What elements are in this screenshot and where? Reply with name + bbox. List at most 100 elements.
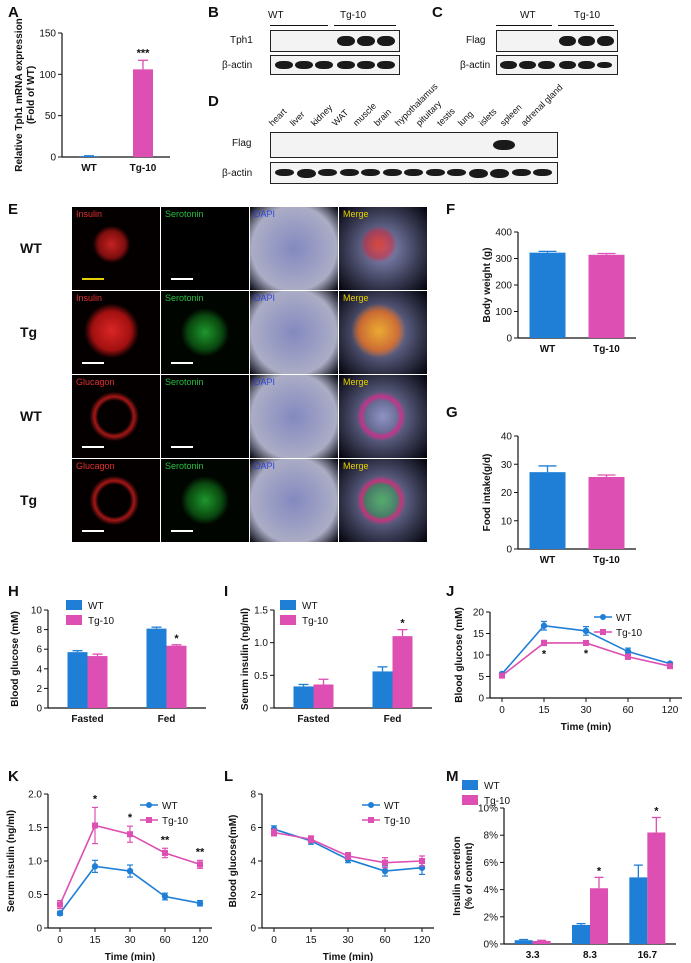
blot-band (447, 169, 466, 176)
blot-c-group-tg: Tg-10 (574, 10, 601, 21)
bar (79, 156, 99, 157)
y-axis-label: (Fold of WT) (26, 66, 37, 124)
data-point (308, 836, 314, 843)
micrograph-row-label: WT (20, 239, 42, 256)
legend-marker (600, 614, 606, 620)
blot-band (296, 169, 316, 178)
data-point (196, 900, 204, 907)
y-tick-label: 10 (473, 651, 485, 662)
bar (629, 877, 648, 944)
blot-band (597, 36, 614, 46)
bar (166, 645, 187, 708)
data-point (381, 867, 389, 875)
blot-band (578, 61, 595, 69)
data-point (625, 653, 631, 660)
bar (146, 628, 167, 708)
significance-marker: * (174, 633, 179, 645)
data-point (382, 859, 388, 866)
legend-label: WT (616, 613, 632, 624)
significance-marker: * (93, 793, 98, 805)
bar (572, 924, 590, 944)
chart-m: 0% 2% 4% 6% 8% 10% Insulin secretion (% of cont… (452, 780, 676, 961)
blot-c-actin-strip (496, 55, 618, 75)
scale-bar (82, 278, 104, 280)
legend-label: WT (384, 801, 400, 812)
blot-band (425, 169, 445, 176)
micrograph-row-label: Tg (20, 491, 38, 508)
micrograph-tile: Serotonin (161, 459, 249, 542)
legend-marker (368, 802, 374, 808)
blot-band (468, 169, 488, 178)
micrograph-tile: DAPI (250, 375, 338, 458)
micrograph-channel-label: DAPI (254, 209, 276, 219)
y-tick-label: 4% (484, 885, 499, 896)
legend-swatch (280, 600, 296, 610)
legend-label: Tg-10 (88, 616, 115, 627)
bar (372, 671, 393, 708)
significance-marker: ** (196, 846, 205, 858)
x-axis-label: Time (min) (105, 952, 155, 961)
y-tick-label: 0 (36, 704, 42, 715)
legend-marker (146, 817, 152, 823)
y-tick-label: 30 (501, 460, 513, 471)
legend-label: Tg-10 (484, 796, 511, 807)
significance-marker: * (654, 806, 659, 818)
significance-marker: * (542, 649, 547, 661)
y-tick-label: 40 (501, 432, 513, 443)
data-point (161, 893, 169, 900)
y-tick-label: 0.5 (254, 671, 268, 682)
panel-label-c: C (432, 4, 443, 21)
y-axis-label: Body weight (g) (482, 248, 493, 323)
x-tick-label: 15 (89, 935, 101, 946)
x-tick-label: Fasted (297, 714, 329, 725)
legend-swatch (66, 615, 82, 625)
data-point (540, 622, 548, 629)
y-axis-label: (% of content) (464, 843, 475, 910)
significance-marker: * (597, 865, 602, 877)
blot-c-wt-line (496, 25, 552, 26)
micrograph-channel-label: Merge (343, 209, 369, 219)
x-tick-label: 0 (57, 935, 63, 946)
chart-l: 0 2 4 6 8 Blood glucose(mM) Time (min) 0 15 30 60 1… (228, 790, 434, 961)
micrograph-row-label: WT (20, 407, 42, 424)
x-tick-label: 120 (414, 935, 431, 946)
panel-label-i: I (224, 583, 229, 600)
x-tick-label: 3.3 (526, 950, 540, 961)
blot-c-group-wt: WT (520, 10, 536, 21)
blot-band (295, 61, 313, 69)
scale-bar (82, 446, 104, 448)
y-tick-label: 8 (250, 790, 256, 801)
micrograph-tile: Glucagon (72, 375, 160, 458)
y-tick-label: 10 (501, 516, 513, 527)
blot-band (275, 169, 294, 176)
y-tick-label: 4 (36, 664, 42, 675)
micrograph-channel-label: DAPI (254, 293, 276, 303)
y-tick-label: 8 (36, 625, 42, 636)
significance-marker: *** (137, 47, 151, 59)
blot-band (533, 169, 552, 176)
tissue-label: heart (266, 106, 289, 128)
tissue-label: spleen (497, 102, 524, 128)
scale-bar (171, 530, 193, 532)
tissue-label: adrenal gland (518, 82, 565, 128)
x-tick-label: 60 (379, 935, 391, 946)
blot-band (315, 61, 333, 69)
y-tick-label: 0 (478, 694, 484, 705)
x-tick-label: Fed (158, 714, 176, 725)
x-tick-label: 60 (159, 935, 171, 946)
legend-marker (368, 817, 374, 823)
scale-bar (82, 362, 104, 364)
blot-b-actin-strip (270, 55, 400, 75)
bar (514, 940, 533, 944)
x-tick-label: 0 (499, 705, 505, 716)
legend-label: Tg-10 (162, 816, 189, 827)
y-tick-label: 300 (495, 254, 512, 265)
micrograph-row-label: Tg (20, 323, 38, 340)
blot-band (578, 36, 595, 46)
y-tick-label: 0 (250, 924, 256, 935)
y-axis-label: Food intake(g/d) (482, 454, 493, 532)
y-axis-label: Blood glucose (mM) (454, 607, 465, 703)
x-tick-label: 8.3 (583, 950, 597, 961)
panel-label-l: L (224, 768, 234, 785)
micrograph-tile: Serotonin (161, 375, 249, 458)
